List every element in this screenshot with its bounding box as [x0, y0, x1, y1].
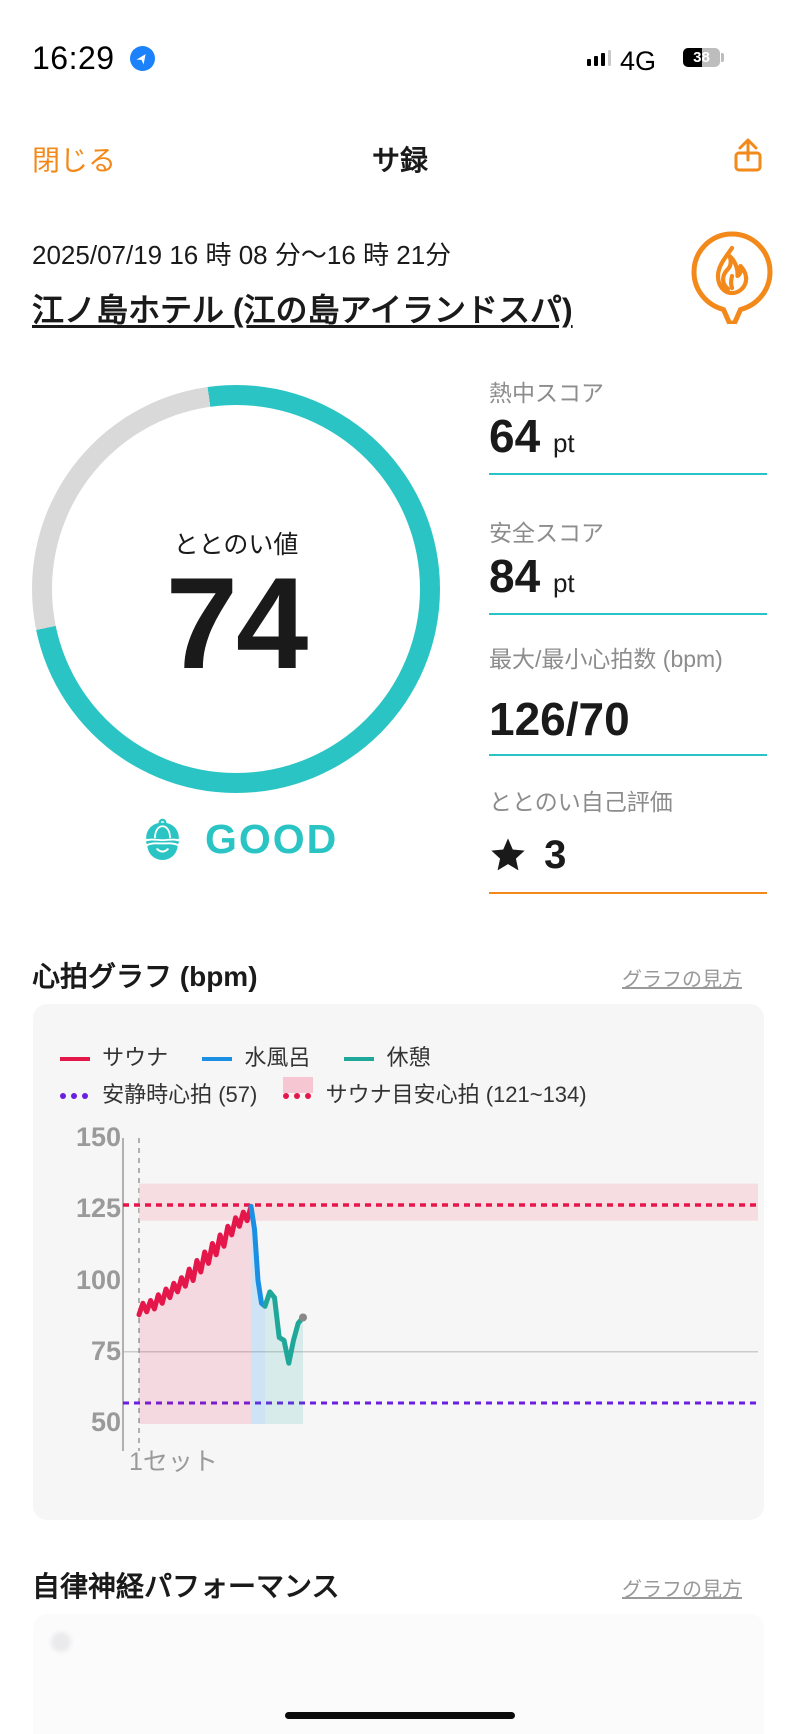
svg-text:100: 100 [76, 1265, 121, 1295]
svg-text:150: 150 [76, 1122, 121, 1152]
svg-text:75: 75 [91, 1336, 121, 1366]
svg-text:50: 50 [91, 1407, 121, 1437]
svg-text:1セット: 1セット [129, 1448, 218, 1476]
svg-text:125: 125 [76, 1193, 121, 1223]
